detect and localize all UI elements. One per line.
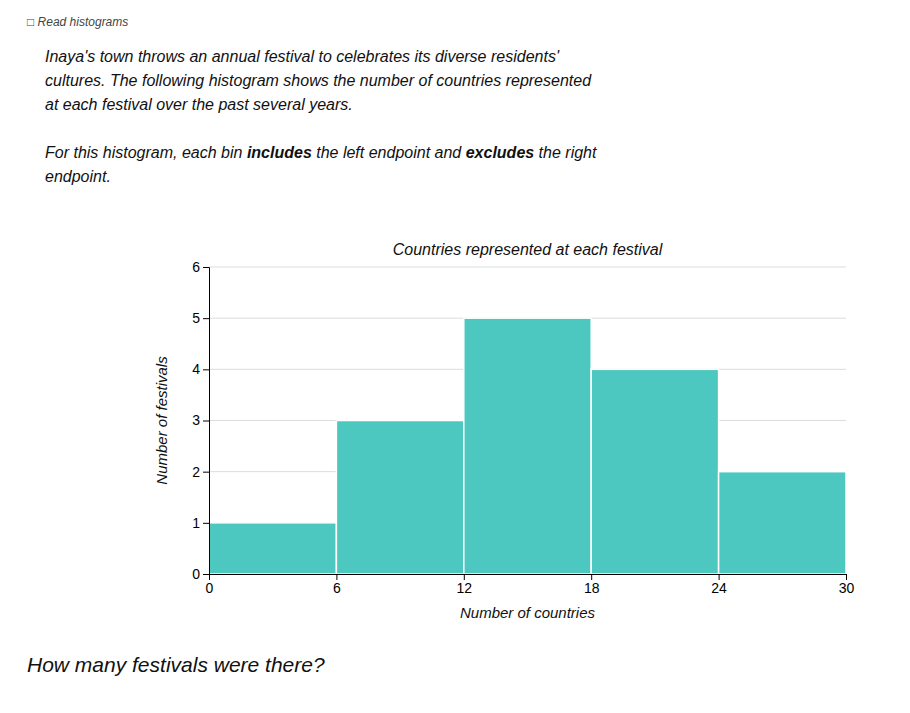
paragraph-line: cultures. The following histogram shows … [45, 72, 592, 89]
paragraph-line: Inaya's town throws an annual festival t… [45, 48, 560, 65]
y-tick: 1 [192, 515, 209, 531]
x-axis-line [210, 575, 847, 581]
x-axis-title: Number of countries [460, 604, 596, 621]
chart-title: Countries represented at each festival [393, 241, 663, 258]
y-tick-mark [203, 421, 209, 422]
y-tick: 4 [192, 361, 209, 377]
y-tick-mark [203, 472, 209, 473]
x-tick: 18 [584, 574, 600, 596]
y-tick-label: 1 [192, 515, 200, 531]
paragraph-run: the left endpoint and [312, 144, 466, 161]
x-tick-label: 24 [711, 580, 727, 596]
y-tick: 3 [192, 412, 209, 428]
y-tick-label: 2 [192, 464, 200, 480]
y-tick-label: 5 [192, 310, 200, 326]
y-tick: 6 [192, 259, 209, 275]
question-text: How many festivals were there? [27, 653, 325, 676]
bar [591, 369, 718, 574]
paragraph-line: at each festival over the past several y… [45, 96, 353, 113]
y-tick-label: 0 [192, 566, 200, 582]
y-tick-mark [203, 267, 209, 268]
x-tick: 6 [333, 574, 341, 596]
bar [464, 318, 591, 574]
x-tick: 24 [711, 574, 727, 596]
y-axis-line [203, 268, 210, 575]
y-tick: 2 [192, 464, 209, 480]
x-tick-label: 0 [206, 580, 214, 596]
paragraph-line: For this histogram, each bin includes th… [45, 144, 597, 161]
x-tick-label: 18 [584, 580, 600, 596]
grid-line [209, 267, 846, 268]
bar [209, 523, 336, 574]
bars [209, 318, 846, 574]
x-tick-label: 30 [839, 580, 855, 596]
x-tick: 30 [839, 574, 855, 596]
y-tick: 0 [192, 566, 209, 582]
y-tick-mark [203, 318, 209, 319]
y-tick-mark [203, 523, 209, 524]
y-axis-title: Number of festivals [153, 356, 170, 485]
x-axis: 0 6 12 18 24 30 [206, 574, 855, 596]
header-text: □ Read histograms [27, 15, 128, 29]
emphasis: excludes [466, 144, 535, 161]
x-tick-label: 6 [333, 580, 341, 596]
paragraph-run: the right [534, 144, 597, 161]
y-tick-mark [203, 369, 209, 370]
paragraph-line: endpoint. [45, 168, 111, 185]
bar [336, 421, 463, 575]
y-tick-label: 6 [192, 259, 200, 275]
y-tick-mark [203, 574, 209, 575]
x-tick-label: 12 [457, 580, 473, 596]
bar [719, 472, 846, 574]
y-tick-label: 4 [192, 361, 200, 377]
page-text: □ Read histograms Inaya's town throws an … [27, 15, 597, 676]
page: □ Read histograms Inaya's town throws an … [0, 0, 910, 713]
x-tick: 0 [206, 574, 214, 596]
grid [209, 267, 846, 574]
y-axis: 0 1 2 3 4 5 6 [192, 259, 209, 582]
y-tick: 5 [192, 310, 209, 326]
emphasis: includes [247, 144, 312, 161]
y-tick-label: 3 [192, 412, 200, 428]
x-tick: 12 [457, 574, 473, 596]
paragraph-run: For this histogram, each bin [45, 144, 247, 161]
plot: 06121824300123456Countries represented a… [153, 241, 854, 621]
